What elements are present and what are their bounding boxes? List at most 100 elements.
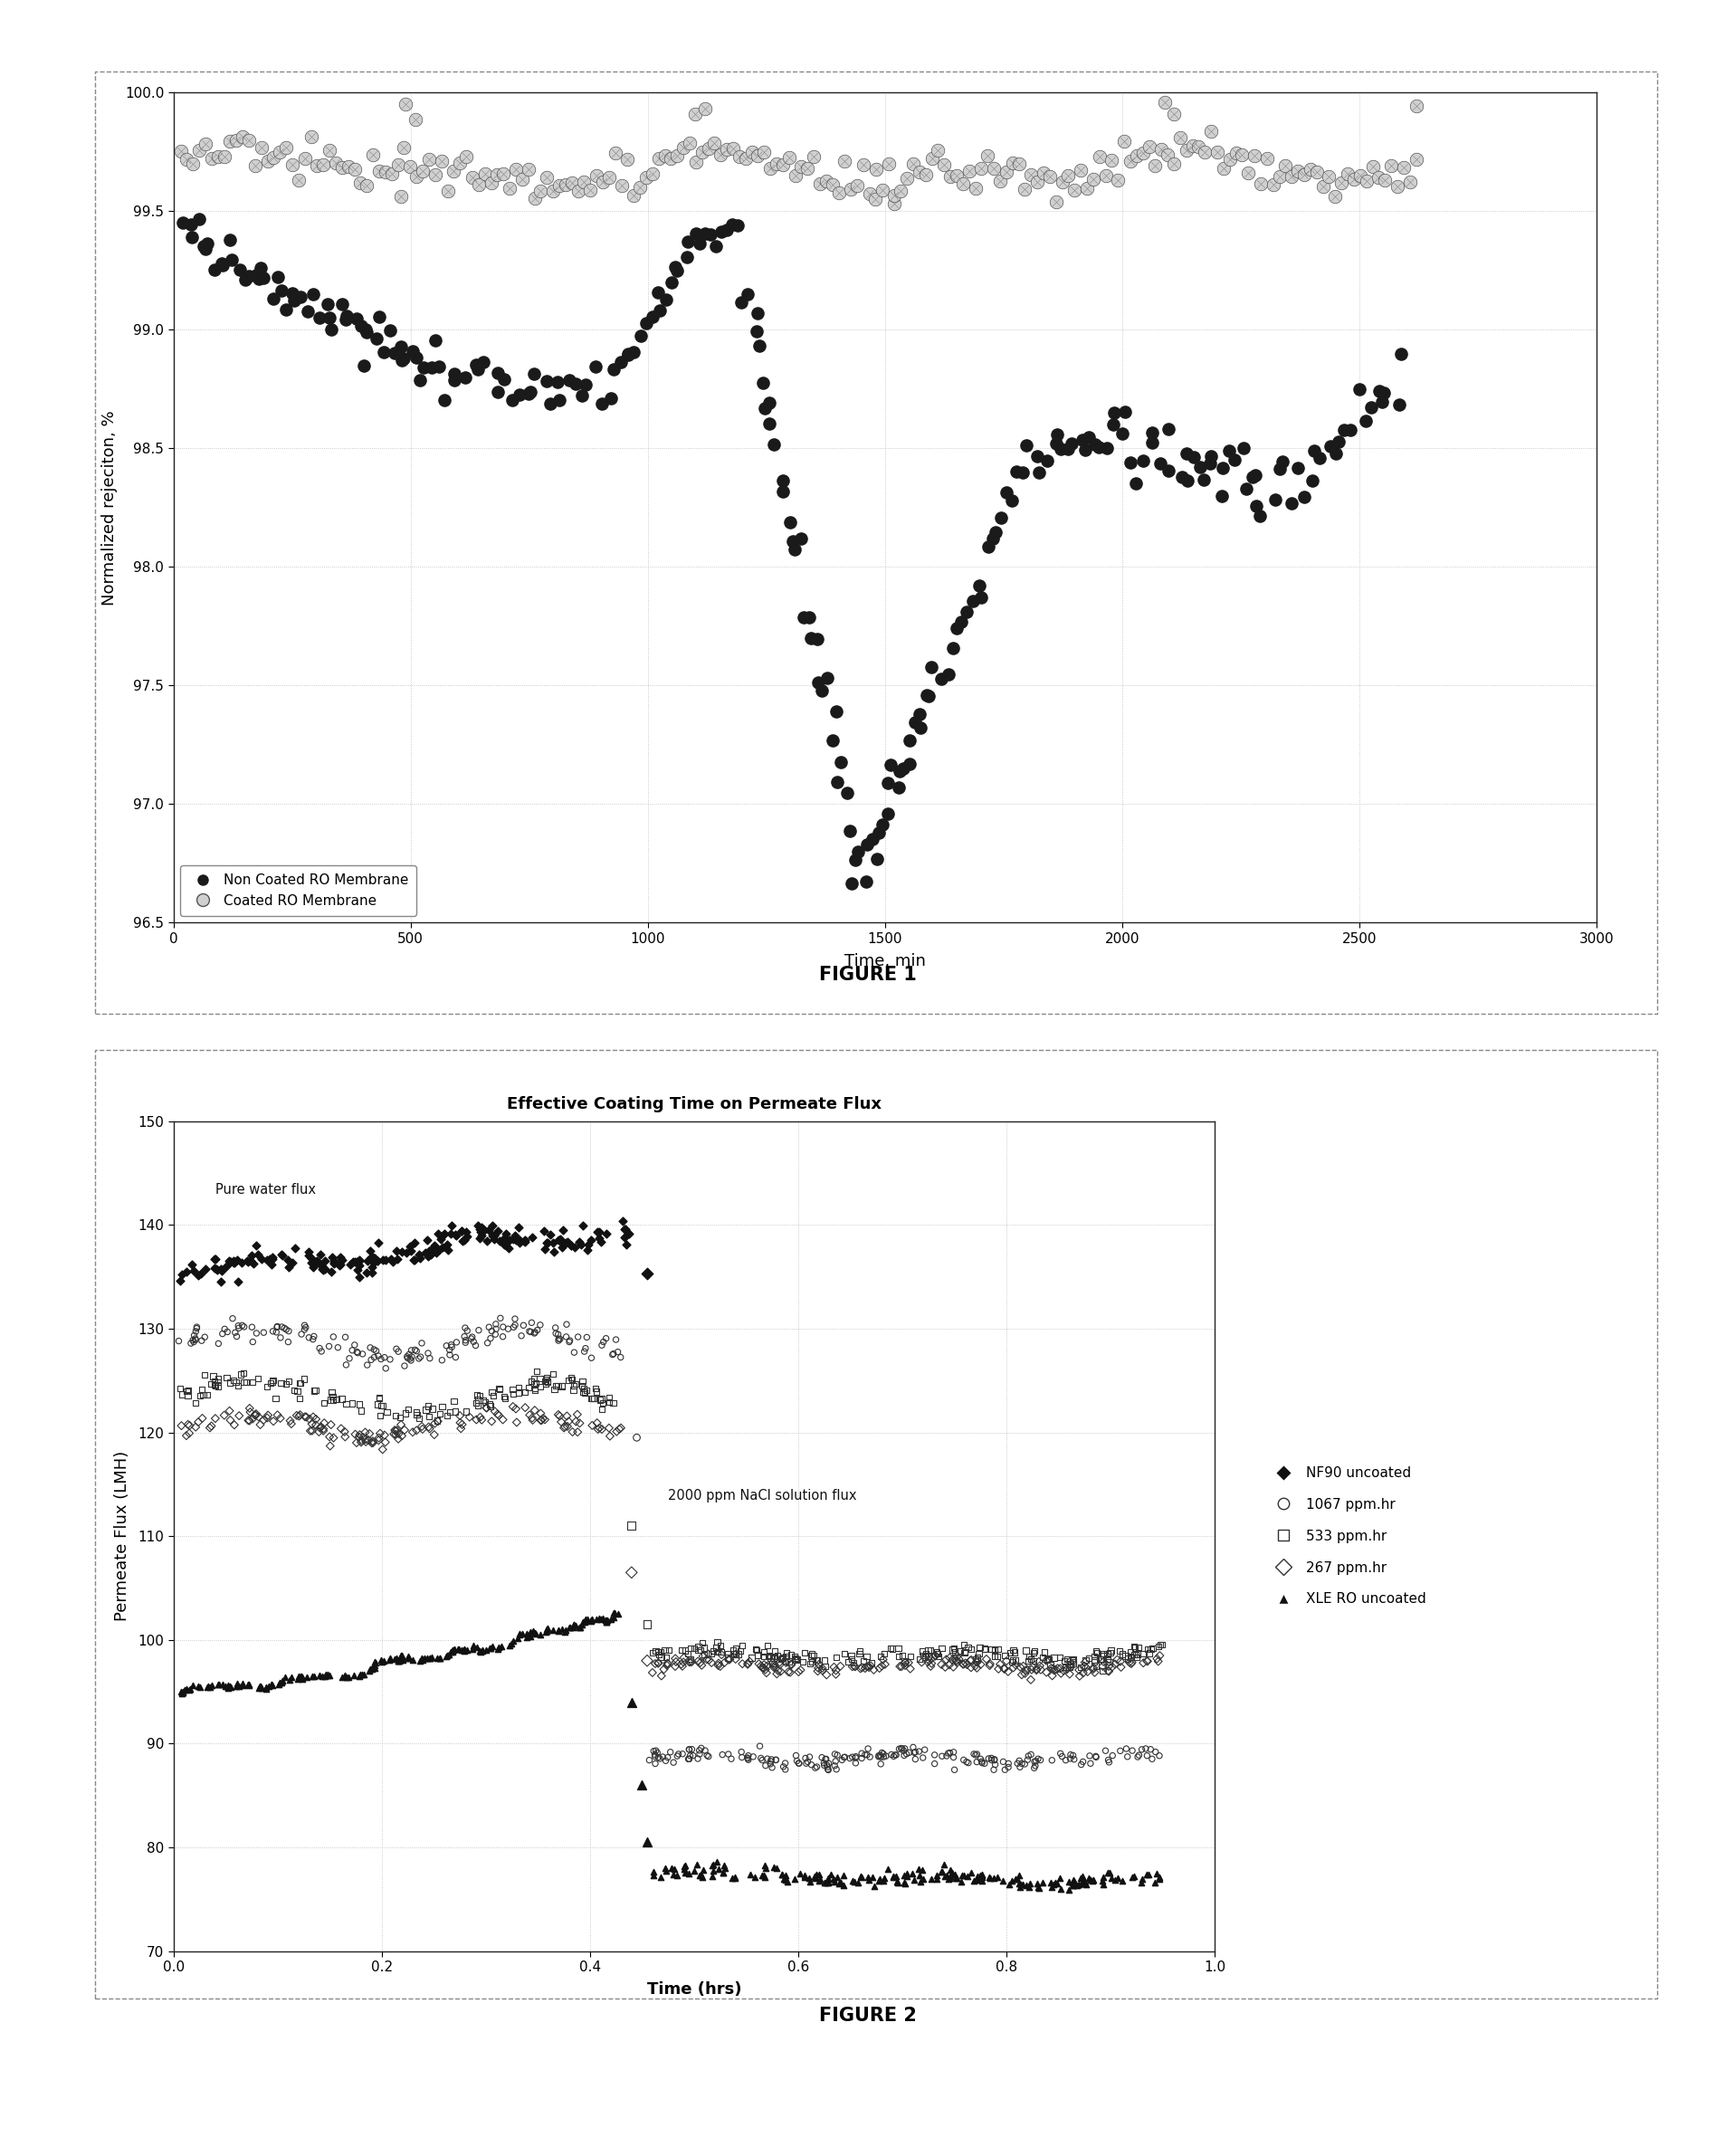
1067 ppm.hr	[335, 1341, 363, 1376]
NF90 uncoated	[345, 1248, 373, 1283]
Coated RO Membrane	[1322, 179, 1350, 213]
533 ppm.hr	[338, 1386, 366, 1421]
267 ppm.hr	[278, 1406, 305, 1440]
267 ppm.hr	[512, 1391, 540, 1425]
Point	[1241, 138, 1268, 172]
XLE RO uncoated	[305, 1658, 333, 1692]
Point	[841, 1649, 869, 1684]
Point	[831, 1636, 859, 1671]
Non Coated RO Membrane	[364, 300, 392, 334]
NF90 uncoated	[321, 1244, 349, 1279]
Point	[1083, 1634, 1110, 1669]
Point	[675, 1731, 703, 1766]
Non Coated RO Membrane	[947, 604, 975, 638]
Point	[939, 1856, 966, 1891]
Point	[260, 140, 288, 175]
Point	[869, 1863, 897, 1897]
Coated RO Membrane	[241, 149, 269, 183]
Point	[383, 147, 411, 181]
533 ppm.hr	[215, 1365, 243, 1399]
Point	[1048, 1656, 1076, 1690]
NF90 uncoated	[416, 1235, 444, 1270]
NF90 uncoated	[217, 1244, 245, 1279]
Point	[722, 1643, 750, 1677]
Non Coated RO Membrane	[918, 651, 946, 686]
267 ppm.hr	[486, 1397, 514, 1432]
NF90 uncoated	[302, 1246, 330, 1281]
Point	[571, 166, 599, 201]
Non Coated RO Membrane	[756, 386, 784, 420]
Point	[658, 1852, 685, 1886]
Point	[1008, 1867, 1036, 1902]
267 ppm.hr	[564, 1397, 592, 1432]
Point	[885, 1630, 913, 1664]
Point	[371, 155, 399, 190]
Coated RO Membrane	[682, 144, 710, 179]
XLE RO uncoated	[276, 1662, 304, 1697]
Non Coated RO Membrane	[1012, 429, 1039, 464]
1067 ppm.hr	[501, 1309, 529, 1343]
Point	[1145, 1639, 1173, 1673]
Point	[1072, 170, 1100, 205]
1067 ppm.hr	[553, 1307, 581, 1341]
Point	[1001, 1647, 1029, 1682]
Point	[822, 1753, 850, 1787]
Point	[810, 1746, 838, 1781]
267 ppm.hr	[389, 1419, 416, 1453]
Coated RO Membrane	[824, 175, 852, 209]
1067 ppm.hr	[179, 1324, 206, 1358]
Point	[994, 1867, 1022, 1902]
267 ppm.hr	[356, 1416, 383, 1451]
Point	[1017, 1738, 1044, 1772]
Point	[750, 1639, 777, 1673]
NF90 uncoated	[586, 1225, 614, 1259]
Point	[645, 1742, 673, 1777]
533 ppm.hr	[274, 1365, 302, 1399]
Point	[890, 1733, 918, 1768]
Point	[755, 1628, 782, 1662]
Coated RO Membrane	[1397, 164, 1424, 198]
533 ppm.hr	[373, 1395, 401, 1429]
Coated RO Membrane	[1103, 162, 1131, 196]
NF90 uncoated	[616, 1216, 644, 1250]
Point	[767, 1654, 795, 1688]
XLE RO uncoated	[285, 1662, 312, 1697]
Point	[1034, 1643, 1062, 1677]
Coated RO Membrane	[520, 181, 548, 216]
Point	[1001, 1643, 1029, 1677]
Point	[1038, 1651, 1065, 1686]
Point	[671, 1634, 699, 1669]
Point	[710, 1848, 737, 1882]
Point	[691, 1852, 718, 1886]
XLE RO uncoated	[198, 1669, 226, 1703]
XLE RO uncoated	[215, 1671, 243, 1705]
533 ppm.hr	[415, 1399, 442, 1434]
Point	[784, 1654, 812, 1688]
533 ppm.hr	[555, 1363, 583, 1397]
267 ppm.hr	[595, 1410, 623, 1445]
Point	[772, 1636, 800, 1671]
Point	[1005, 1744, 1032, 1779]
Point	[1119, 1733, 1147, 1768]
533 ppm.hr	[435, 1395, 463, 1429]
Point	[1005, 147, 1032, 181]
Non Coated RO Membrane	[232, 263, 260, 298]
Non Coated RO Membrane	[515, 375, 543, 410]
533 ppm.hr	[193, 1378, 220, 1412]
Point	[966, 1647, 994, 1682]
533 ppm.hr	[512, 1376, 540, 1410]
Point	[675, 1742, 703, 1777]
533 ppm.hr	[533, 1367, 560, 1401]
267 ppm.hr	[385, 1416, 413, 1451]
Non Coated RO Membrane	[347, 308, 375, 343]
Non Coated RO Membrane	[852, 865, 880, 899]
1067 ppm.hr	[571, 1335, 599, 1369]
Point	[1008, 1746, 1036, 1781]
Point	[949, 1647, 977, 1682]
Point	[1216, 142, 1244, 177]
NF90 uncoated	[566, 1225, 593, 1259]
Point	[923, 1634, 951, 1669]
Non Coated RO Membrane	[264, 261, 291, 295]
Non Coated RO Membrane	[838, 867, 866, 901]
533 ppm.hr	[520, 1371, 548, 1406]
